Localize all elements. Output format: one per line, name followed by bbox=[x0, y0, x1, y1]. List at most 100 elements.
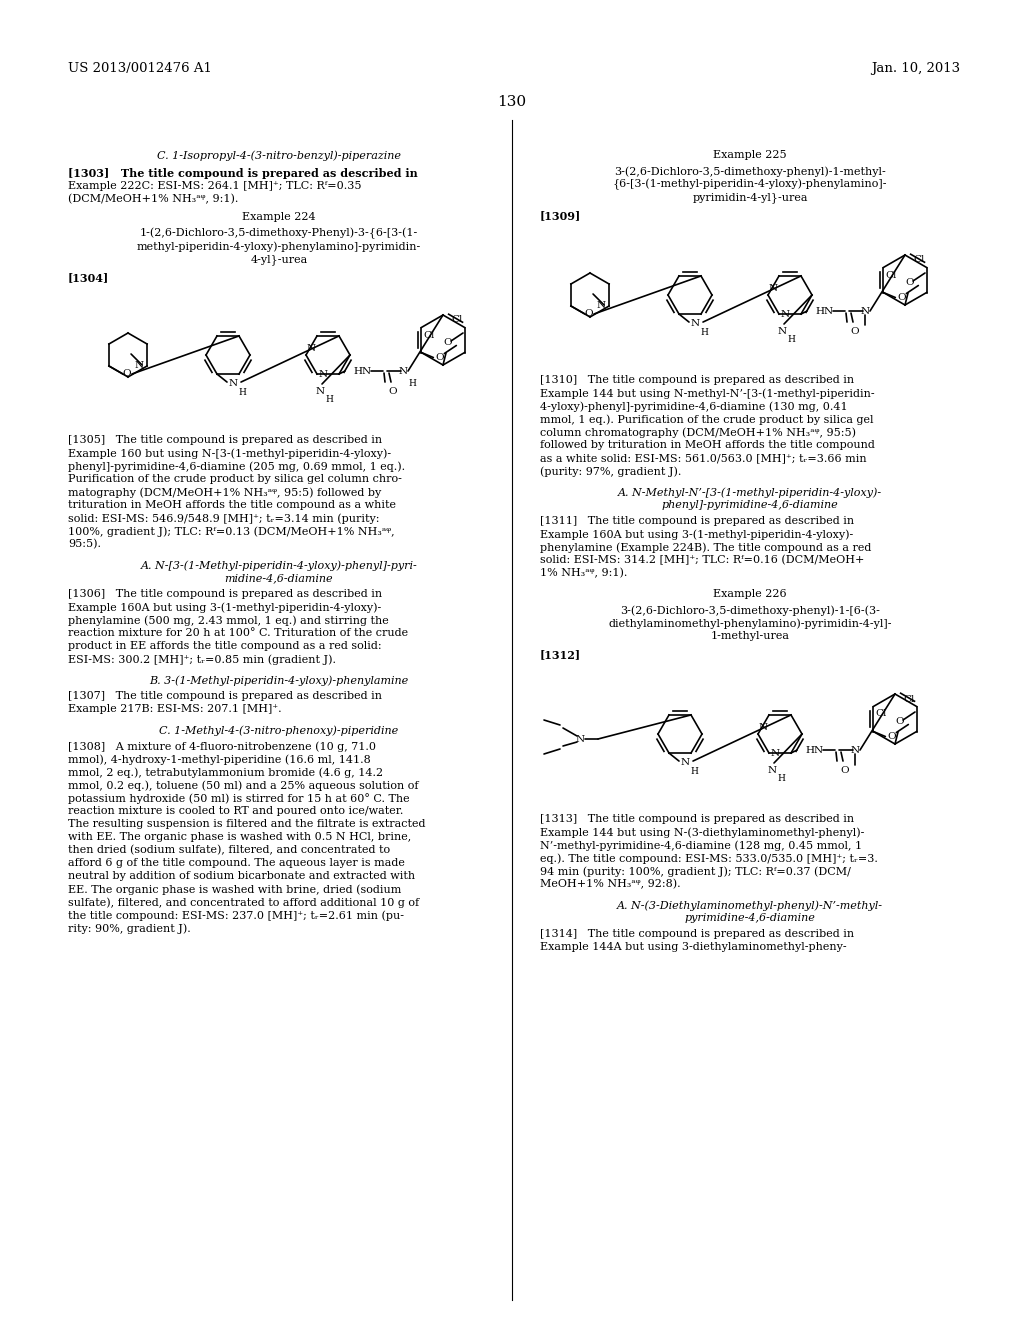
Text: mmol, 2 eq.), tetrabutylammonium bromide (4.6 g, 14.2: mmol, 2 eq.), tetrabutylammonium bromide… bbox=[68, 767, 383, 777]
Text: H: H bbox=[408, 379, 416, 388]
Text: phenylamine (Example 224B). The title compound as a red: phenylamine (Example 224B). The title co… bbox=[540, 543, 871, 553]
Text: N: N bbox=[315, 387, 325, 396]
Text: as a white solid: ESI-MS: 561.0/563.0 [MH]⁺; tᵣ=3.66 min: as a white solid: ESI-MS: 561.0/563.0 [M… bbox=[540, 453, 866, 463]
Text: ESI-MS: 300.2 [MH]⁺; tᵣ=0.85 min (gradient J).: ESI-MS: 300.2 [MH]⁺; tᵣ=0.85 min (gradie… bbox=[68, 653, 336, 664]
Text: potassium hydroxide (50 ml) is stirred for 15 h at 60° C. The: potassium hydroxide (50 ml) is stirred f… bbox=[68, 793, 410, 804]
Text: H: H bbox=[325, 395, 333, 404]
Text: MeOH+1% NH₃ᵃᵠ, 92:8).: MeOH+1% NH₃ᵃᵠ, 92:8). bbox=[540, 879, 681, 890]
Text: [1311]   The title compound is prepared as described in: [1311] The title compound is prepared as… bbox=[540, 516, 854, 525]
Text: trituration in MeOH affords the title compound as a white: trituration in MeOH affords the title co… bbox=[68, 500, 396, 510]
Text: [1306]   The title compound is prepared as described in: [1306] The title compound is prepared as… bbox=[68, 589, 382, 599]
Text: N: N bbox=[135, 360, 144, 370]
Text: 3-(2,6-Dichloro-3,5-dimethoxy-phenyl)-1-methyl-: 3-(2,6-Dichloro-3,5-dimethoxy-phenyl)-1-… bbox=[614, 166, 886, 177]
Text: O: O bbox=[897, 293, 905, 302]
Text: The resulting suspension is filtered and the filtrate is extracted: The resulting suspension is filtered and… bbox=[68, 818, 426, 829]
Text: [1314]   The title compound is prepared as described in: [1314] The title compound is prepared as… bbox=[540, 929, 854, 939]
Text: (DCM/MeOH+1% NH₃ᵃᵠ, 9:1).: (DCM/MeOH+1% NH₃ᵃᵠ, 9:1). bbox=[68, 194, 239, 205]
Text: Example 226: Example 226 bbox=[713, 589, 786, 599]
Text: [1309]: [1309] bbox=[540, 210, 582, 220]
Text: N: N bbox=[229, 379, 239, 388]
Text: C. 1-Isopropyl-4-(3-nitro-benzyl)-piperazine: C. 1-Isopropyl-4-(3-nitro-benzyl)-pipera… bbox=[157, 150, 401, 161]
Text: N: N bbox=[691, 318, 700, 327]
Text: 4-yl}-urea: 4-yl}-urea bbox=[251, 253, 307, 265]
Text: Cl: Cl bbox=[913, 256, 925, 264]
Text: B. 3-(1-Methyl-piperidin-4-yloxy)-phenylamine: B. 3-(1-Methyl-piperidin-4-yloxy)-phenyl… bbox=[150, 675, 409, 685]
Text: H: H bbox=[700, 329, 708, 337]
Text: N: N bbox=[759, 723, 768, 733]
Text: [1313]   The title compound is prepared as described in: [1313] The title compound is prepared as… bbox=[540, 814, 854, 824]
Text: O: O bbox=[389, 387, 397, 396]
Text: H: H bbox=[777, 774, 784, 783]
Text: Example 144A but using 3-diethylaminomethyl-pheny-: Example 144A but using 3-diethylaminomet… bbox=[540, 942, 847, 952]
Text: 1-(2,6-Dichloro-3,5-dimethoxy-Phenyl)-3-{6-[3-(1-: 1-(2,6-Dichloro-3,5-dimethoxy-Phenyl)-3-… bbox=[140, 228, 418, 239]
Text: pyrimidine-4,6-diamine: pyrimidine-4,6-diamine bbox=[685, 913, 815, 923]
Text: mmol), 4-hydroxy-1-methyl-piperidine (16.6 ml, 141.8: mmol), 4-hydroxy-1-methyl-piperidine (16… bbox=[68, 754, 371, 764]
Text: N: N bbox=[575, 734, 585, 743]
Text: US 2013/0012476 A1: US 2013/0012476 A1 bbox=[68, 62, 212, 75]
Text: pyrimidin-4-yl}-urea: pyrimidin-4-yl}-urea bbox=[692, 191, 808, 203]
Text: O: O bbox=[841, 766, 849, 775]
Text: reaction mixture is cooled to RT and poured onto ice/water.: reaction mixture is cooled to RT and pou… bbox=[68, 807, 403, 816]
Text: N: N bbox=[767, 766, 776, 775]
Text: HN: HN bbox=[805, 746, 823, 755]
Text: then dried (sodium sulfate), filtered, and concentrated to: then dried (sodium sulfate), filtered, a… bbox=[68, 845, 390, 855]
Text: Example 222C: ESI-MS: 264.1 [MH]⁺; TLC: Rᶠ=0.35: Example 222C: ESI-MS: 264.1 [MH]⁺; TLC: … bbox=[68, 181, 361, 191]
Text: phenyl]-pyrimidine-4,6-diamine (205 mg, 0.69 mmol, 1 eq.).: phenyl]-pyrimidine-4,6-diamine (205 mg, … bbox=[68, 461, 406, 471]
Text: EE. The organic phase is washed with brine, dried (sodium: EE. The organic phase is washed with bri… bbox=[68, 884, 401, 895]
Text: rity: 90%, gradient J).: rity: 90%, gradient J). bbox=[68, 923, 190, 933]
Text: 3-(2,6-Dichloro-3,5-dimethoxy-phenyl)-1-[6-(3-: 3-(2,6-Dichloro-3,5-dimethoxy-phenyl)-1-… bbox=[621, 605, 880, 615]
Text: [1312]: [1312] bbox=[540, 649, 582, 660]
Text: N: N bbox=[398, 367, 408, 376]
Text: N: N bbox=[597, 301, 606, 309]
Text: (purity: 97%, gradient J).: (purity: 97%, gradient J). bbox=[540, 466, 681, 477]
Text: Cl: Cl bbox=[423, 330, 435, 339]
Text: mmol, 1 eq.). Purification of the crude product by silica gel: mmol, 1 eq.). Purification of the crude … bbox=[540, 414, 873, 425]
Text: O: O bbox=[905, 279, 914, 286]
Text: N: N bbox=[771, 748, 780, 758]
Text: O: O bbox=[443, 338, 453, 347]
Text: Example 225: Example 225 bbox=[713, 150, 786, 160]
Text: diethylaminomethyl-phenylamino)-pyrimidin-4-yl]-: diethylaminomethyl-phenylamino)-pyrimidi… bbox=[608, 618, 892, 628]
Text: 130: 130 bbox=[498, 95, 526, 110]
Text: O: O bbox=[887, 733, 896, 741]
Text: Cl: Cl bbox=[452, 315, 463, 325]
Text: Example 217B: ESI-MS: 207.1 [MH]⁺.: Example 217B: ESI-MS: 207.1 [MH]⁺. bbox=[68, 704, 282, 714]
Text: Cl: Cl bbox=[886, 271, 897, 280]
Text: Purification of the crude product by silica gel column chro-: Purification of the crude product by sil… bbox=[68, 474, 401, 484]
Text: [1305]   The title compound is prepared as described in: [1305] The title compound is prepared as… bbox=[68, 436, 382, 445]
Text: N: N bbox=[860, 306, 869, 315]
Text: 1% NH₃ᵃᵠ, 9:1).: 1% NH₃ᵃᵠ, 9:1). bbox=[540, 568, 628, 578]
Text: mmol, 0.2 eq.), toluene (50 ml) and a 25% aqueous solution of: mmol, 0.2 eq.), toluene (50 ml) and a 25… bbox=[68, 780, 419, 791]
Text: Example 224: Example 224 bbox=[243, 213, 315, 222]
Text: Cl: Cl bbox=[903, 694, 914, 704]
Text: Example 144 but using N-(3-diethylaminomethyl-phenyl)-: Example 144 but using N-(3-diethylaminom… bbox=[540, 828, 864, 838]
Text: H: H bbox=[690, 767, 698, 776]
Text: O: O bbox=[123, 370, 131, 379]
Text: matography (DCM/MeOH+1% NH₃ᵃᵠ, 95:5) followed by: matography (DCM/MeOH+1% NH₃ᵃᵠ, 95:5) fol… bbox=[68, 487, 381, 498]
Text: A. N-[3-(1-Methyl-piperidin-4-yloxy)-phenyl]-pyri-: A. N-[3-(1-Methyl-piperidin-4-yloxy)-phe… bbox=[140, 560, 418, 570]
Text: methyl-piperidin-4-yloxy)-phenylamino]-pyrimidin-: methyl-piperidin-4-yloxy)-phenylamino]-p… bbox=[137, 242, 421, 252]
Text: C. 1-Methyl-4-(3-nitro-phenoxy)-piperidine: C. 1-Methyl-4-(3-nitro-phenoxy)-piperidi… bbox=[160, 725, 398, 735]
Text: 94 min (purity: 100%, gradient J); TLC: Rᶠ=0.37 (DCM/: 94 min (purity: 100%, gradient J); TLC: … bbox=[540, 866, 851, 876]
Text: the title compound: ESI-MS: 237.0 [MH]⁺; tᵣ=2.61 min (pu-: the title compound: ESI-MS: 237.0 [MH]⁺;… bbox=[68, 909, 404, 920]
Text: N: N bbox=[781, 310, 791, 318]
Text: {6-[3-(1-methyl-piperidin-4-yloxy)-phenylamino]-: {6-[3-(1-methyl-piperidin-4-yloxy)-pheny… bbox=[612, 180, 887, 190]
Text: [1303]   The title compound is prepared as described in: [1303] The title compound is prepared as… bbox=[68, 168, 418, 180]
Text: phenyl]-pyrimidine-4,6-diamine: phenyl]-pyrimidine-4,6-diamine bbox=[662, 500, 839, 510]
Text: Example 160 but using N-[3-(1-methyl-piperidin-4-yloxy)-: Example 160 but using N-[3-(1-methyl-pip… bbox=[68, 447, 391, 458]
Text: with EE. The organic phase is washed with 0.5 N HCl, brine,: with EE. The organic phase is washed wit… bbox=[68, 832, 412, 842]
Text: Example 160A but using 3-(1-methyl-piperidin-4-yloxy)-: Example 160A but using 3-(1-methyl-piper… bbox=[68, 602, 381, 612]
Text: followed by trituration in MeOH affords the title compound: followed by trituration in MeOH affords … bbox=[540, 440, 874, 450]
Text: solid: ESI-MS: 546.9/548.9 [MH]⁺; tᵣ=3.14 min (purity:: solid: ESI-MS: 546.9/548.9 [MH]⁺; tᵣ=3.1… bbox=[68, 513, 380, 524]
Text: neutral by addition of sodium bicarbonate and extracted with: neutral by addition of sodium bicarbonat… bbox=[68, 871, 415, 880]
Text: N: N bbox=[851, 746, 859, 755]
Text: N’-methyl-pyrimidine-4,6-diamine (128 mg, 0.45 mmol, 1: N’-methyl-pyrimidine-4,6-diamine (128 mg… bbox=[540, 840, 862, 850]
Text: 1-methyl-urea: 1-methyl-urea bbox=[711, 631, 790, 642]
Text: 100%, gradient J); TLC: Rᶠ=0.13 (DCM/MeOH+1% NH₃ᵃᵠ,: 100%, gradient J); TLC: Rᶠ=0.13 (DCM/MeO… bbox=[68, 525, 394, 536]
Text: phenylamine (500 mg, 2.43 mmol, 1 eq.) and stirring the: phenylamine (500 mg, 2.43 mmol, 1 eq.) a… bbox=[68, 615, 389, 626]
Text: Example 144 but using N-methyl-N’-[3-(1-methyl-piperidin-: Example 144 but using N-methyl-N’-[3-(1-… bbox=[540, 388, 874, 399]
Text: afford 6 g of the title compound. The aqueous layer is made: afford 6 g of the title compound. The aq… bbox=[68, 858, 404, 869]
Text: Cl: Cl bbox=[876, 710, 887, 718]
Text: O: O bbox=[896, 717, 904, 726]
Text: product in EE affords the title compound as a red solid:: product in EE affords the title compound… bbox=[68, 642, 382, 651]
